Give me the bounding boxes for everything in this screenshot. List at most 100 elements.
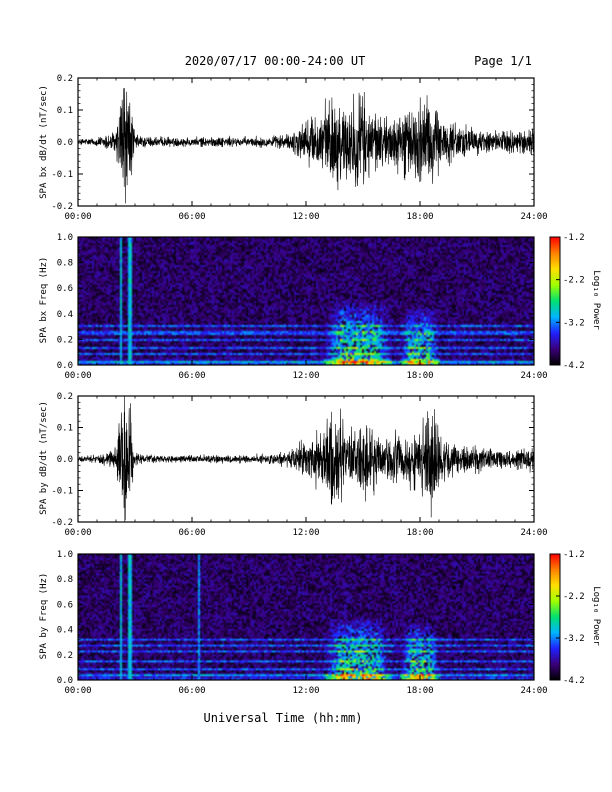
colorbar-swatch (550, 249, 560, 253)
colorbar-swatch (550, 619, 560, 622)
y-tick-label: 1.0 (57, 550, 73, 560)
colorbar-swatch (550, 294, 560, 298)
colorbar-swatch (550, 311, 560, 315)
figure-title: 2020/07/17 00:00-24:00 UT (185, 54, 366, 68)
by-dbdt-panel: 00:00 06:00 12:00 18:00 24:00 0.2 0.1 0.0 -0.1 -0… (39, 392, 548, 538)
x-tick-label: 24:00 (520, 212, 547, 222)
colorbar-tick-label: -2.2 (563, 276, 585, 286)
colorbar-swatch (550, 570, 560, 574)
by-freq-spectrogram: 00:00 06:00 12:00 18:00 24:00 1.0 0.8 0.6 0.4 0.2… (57, 550, 548, 696)
colorbar-swatch (550, 654, 560, 658)
colorbar-swatch (550, 604, 560, 607)
colorbar-tick-label: -3.2 (563, 634, 585, 644)
by-colorbar: Log₁₀ Power -1.2 -2.2 -3.2 -4.2 (549, 550, 601, 686)
colorbar-swatch (550, 583, 560, 586)
colorbar-swatch (550, 558, 560, 561)
colorbar-swatch (550, 600, 560, 603)
colorbar-swatch (550, 560, 560, 563)
x-tick-label: 18:00 (406, 371, 433, 381)
colorbar-swatch (550, 631, 560, 635)
colorbar-swatch (550, 671, 560, 675)
x-tick-label: 24:00 (520, 528, 547, 538)
y-tick-label: 0.1 (57, 424, 73, 434)
x-tick-label: 06:00 (178, 212, 205, 222)
colorbar-swatch (550, 596, 560, 599)
y-tick-label: 0.6 (57, 284, 73, 294)
colorbar-tick-label: -1.2 (563, 233, 585, 243)
colorbar-swatch (550, 328, 560, 332)
colorbar-tick-label: -4.2 (563, 361, 585, 371)
by-dbdt-plot-area: 00:00 06:00 12:00 18:00 24:00 0.2 0.1 0.0 -0.1 -0… (51, 392, 547, 538)
by-dbdt-ylabel: SPA by dB/dt (nT/sec) (39, 401, 49, 515)
y-tick-label: 0.8 (57, 575, 73, 585)
colorbar-swatch (550, 652, 560, 656)
colorbar-swatch (550, 614, 560, 618)
colorbar-swatch (550, 298, 560, 302)
x-tick-label: 00:00 (64, 528, 91, 538)
colorbar-swatch (550, 339, 560, 343)
colorbar-swatch (550, 277, 560, 281)
x-tick-label: 12:00 (292, 686, 319, 696)
spectrogram-image (78, 554, 534, 680)
signal-trace (78, 88, 534, 204)
colorbar-frame (549, 553, 561, 681)
colorbar-swatch (550, 585, 560, 589)
colorbar-swatch (550, 290, 560, 293)
bx-dbdt-panel: 00:00 06:00 12:00 18:00 24:00 0.2 0.1 0.0 -0.1 -0… (39, 74, 548, 222)
by-freq-ylabel: SPA by Freq (Hz) (39, 573, 49, 660)
x-tick-label: 18:00 (406, 686, 433, 696)
y-tick-label: 0.2 (57, 335, 73, 345)
colorbar-swatch (550, 254, 560, 257)
colorbar-swatch (550, 288, 560, 291)
colorbar-swatch (550, 627, 560, 631)
y-tick-label: 0.4 (57, 626, 73, 636)
by-freq-panel: 00:00 06:00 12:00 18:00 24:00 1.0 0.8 0.6 0.4 0.2… (39, 550, 548, 696)
colorbar-swatch (550, 564, 560, 568)
colorbar-swatch (550, 281, 560, 285)
y-tick-label: 0.6 (57, 600, 73, 610)
colorbar-swatch (550, 562, 560, 565)
colorbar-swatch (550, 333, 560, 336)
colorbar-swatch (550, 362, 560, 366)
colorbar-swatch (550, 587, 560, 591)
colorbar-swatch (550, 292, 560, 296)
colorbar-swatch (550, 360, 560, 364)
colorbar-swatch (550, 625, 560, 628)
colorbar-swatch (550, 309, 560, 313)
colorbar-swatch (550, 661, 560, 664)
colorbar-swatch (550, 623, 560, 626)
y-tick-label: 0.0 (57, 361, 73, 371)
bx-colorbar-label: Log₁₀ Power (591, 270, 601, 330)
colorbar-swatch (550, 343, 560, 347)
colorbar-swatch (550, 315, 560, 319)
colorbar-swatch (550, 271, 560, 274)
colorbar-swatch (550, 656, 560, 660)
colorbar-swatch (550, 269, 560, 272)
x-tick-label: 06:00 (178, 528, 205, 538)
x-tick-label: 12:00 (292, 371, 319, 381)
colorbar-swatch (550, 566, 560, 570)
colorbar-swatch (550, 239, 560, 242)
colorbar-swatch (550, 296, 560, 300)
page-indicator: Page 1/1 (474, 54, 532, 68)
colorbar-swatch (550, 350, 560, 353)
colorbar-swatch (550, 665, 560, 668)
y-tick-label: 0.2 (57, 74, 73, 84)
colorbar-swatch (550, 356, 560, 360)
y-tick-label: 0.0 (57, 138, 73, 148)
colorbar-swatch (550, 262, 560, 266)
y-tick-label: -0.1 (51, 487, 73, 497)
y-tick-label: 0.1 (57, 106, 73, 116)
colorbar-swatch (550, 322, 560, 325)
colorbar-swatch (550, 303, 560, 306)
y-tick-label: -0.1 (51, 170, 73, 180)
colorbar-swatch (550, 264, 560, 268)
colorbar-swatch (550, 273, 560, 276)
colorbar-swatch (550, 572, 560, 576)
colorbar-swatch (550, 347, 560, 351)
colorbar-swatch (550, 633, 560, 637)
colorbar-swatch (550, 354, 560, 357)
x-tick-label: 12:00 (292, 212, 319, 222)
colorbar-swatch (550, 648, 560, 652)
